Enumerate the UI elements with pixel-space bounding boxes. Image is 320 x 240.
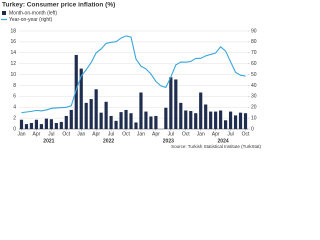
y2-tick-label: 20 <box>251 105 257 111</box>
y-tick-label: 12 <box>10 61 16 67</box>
bar <box>214 111 218 129</box>
bar <box>89 99 93 129</box>
bar <box>29 123 34 129</box>
x-tick-label: Jan <box>197 131 205 137</box>
bar <box>199 92 203 129</box>
source: Source: Turkish Statistical Institute (T… <box>171 144 261 149</box>
x-tick-label: Jul <box>227 131 233 137</box>
bar <box>189 111 193 129</box>
y2-tick-label: 50 <box>251 72 257 78</box>
bar <box>34 119 39 129</box>
year-label: 2022 <box>103 138 114 144</box>
x-tick-label: Jul <box>108 131 114 137</box>
bar <box>194 113 198 129</box>
x-tick-label: Oct <box>62 131 70 137</box>
bar <box>154 115 158 129</box>
bar <box>228 111 233 129</box>
bar <box>104 101 108 129</box>
year-label: 2021 <box>43 138 54 144</box>
bar <box>49 119 53 129</box>
y2-tick-label: 40 <box>251 83 257 89</box>
y2-tick-label: 60 <box>251 61 257 67</box>
bar <box>84 102 88 129</box>
legend-label: Year-on-year (right) <box>9 17 53 23</box>
y-tick-label: 4 <box>13 105 16 111</box>
y-tick-label: 8 <box>13 83 16 89</box>
x-tick-label: Oct <box>122 131 130 137</box>
bar <box>44 118 48 129</box>
bar <box>144 111 148 129</box>
bar <box>79 68 83 129</box>
bar <box>174 79 178 129</box>
year-label: 2023 <box>163 138 174 144</box>
y2-tick-label: 70 <box>251 50 257 56</box>
bar <box>139 92 143 129</box>
bar <box>238 112 243 129</box>
chart: Turkey: Consumer price inflation (%) Sou… <box>1 2 261 149</box>
y2-tick-label: 90 <box>251 28 257 34</box>
bar <box>54 123 58 129</box>
year-label: 2024 <box>218 138 229 144</box>
x-tick-label: Oct <box>182 131 190 137</box>
line <box>21 35 246 114</box>
x-tick-label: Apr <box>152 131 160 137</box>
x-tick-label: Jan <box>17 131 25 137</box>
y2-tick-label: 80 <box>251 39 257 45</box>
y-tick-label: 2 <box>13 115 16 121</box>
y-tick-label: 16 <box>10 39 16 45</box>
chart-title: Turkey: Consumer price inflation (%) <box>2 2 115 9</box>
bar <box>134 122 138 129</box>
bar <box>64 115 68 129</box>
bar <box>24 124 29 129</box>
x-tick-label: Apr <box>33 131 41 137</box>
bar <box>204 104 208 129</box>
bar <box>179 102 183 129</box>
x-tick-label: Apr <box>212 131 220 137</box>
bar <box>119 112 123 129</box>
bar <box>39 124 43 129</box>
bar <box>184 110 188 129</box>
bar <box>114 120 118 129</box>
bar <box>124 109 128 129</box>
legend-swatch <box>2 11 6 15</box>
x-tick-label: Apr <box>92 131 100 137</box>
y-tick-label: 18 <box>10 28 16 34</box>
bar <box>129 113 133 129</box>
bar <box>94 89 98 129</box>
bar <box>243 113 248 129</box>
bar <box>74 54 78 130</box>
bar <box>59 121 63 129</box>
bar <box>19 119 24 129</box>
y-tick-label: 14 <box>10 50 16 56</box>
bar <box>109 115 113 129</box>
y-tick-label: 0 <box>13 126 16 132</box>
y2-tick-label: 10 <box>251 115 257 121</box>
bar <box>219 110 223 129</box>
x-tick-label: Oct <box>242 131 250 137</box>
y-tick-label: 10 <box>10 72 16 78</box>
bar <box>164 107 168 129</box>
bar <box>169 77 173 129</box>
bar <box>149 116 153 129</box>
bar <box>233 115 238 129</box>
x-tick-label: Jan <box>77 131 85 137</box>
legend-label: Month-on-month (left) <box>9 10 57 16</box>
x-tick-label: Jul <box>168 131 174 137</box>
x-tick-label: Jul <box>48 131 54 137</box>
bar <box>209 111 213 129</box>
y2-tick-label: 0 <box>251 126 254 132</box>
x-tick-label: Jan <box>137 131 145 137</box>
y2-tick-label: 30 <box>251 94 257 100</box>
bar <box>69 109 73 129</box>
bar <box>99 112 103 129</box>
bar <box>224 120 228 129</box>
y-tick-label: 6 <box>13 94 16 100</box>
